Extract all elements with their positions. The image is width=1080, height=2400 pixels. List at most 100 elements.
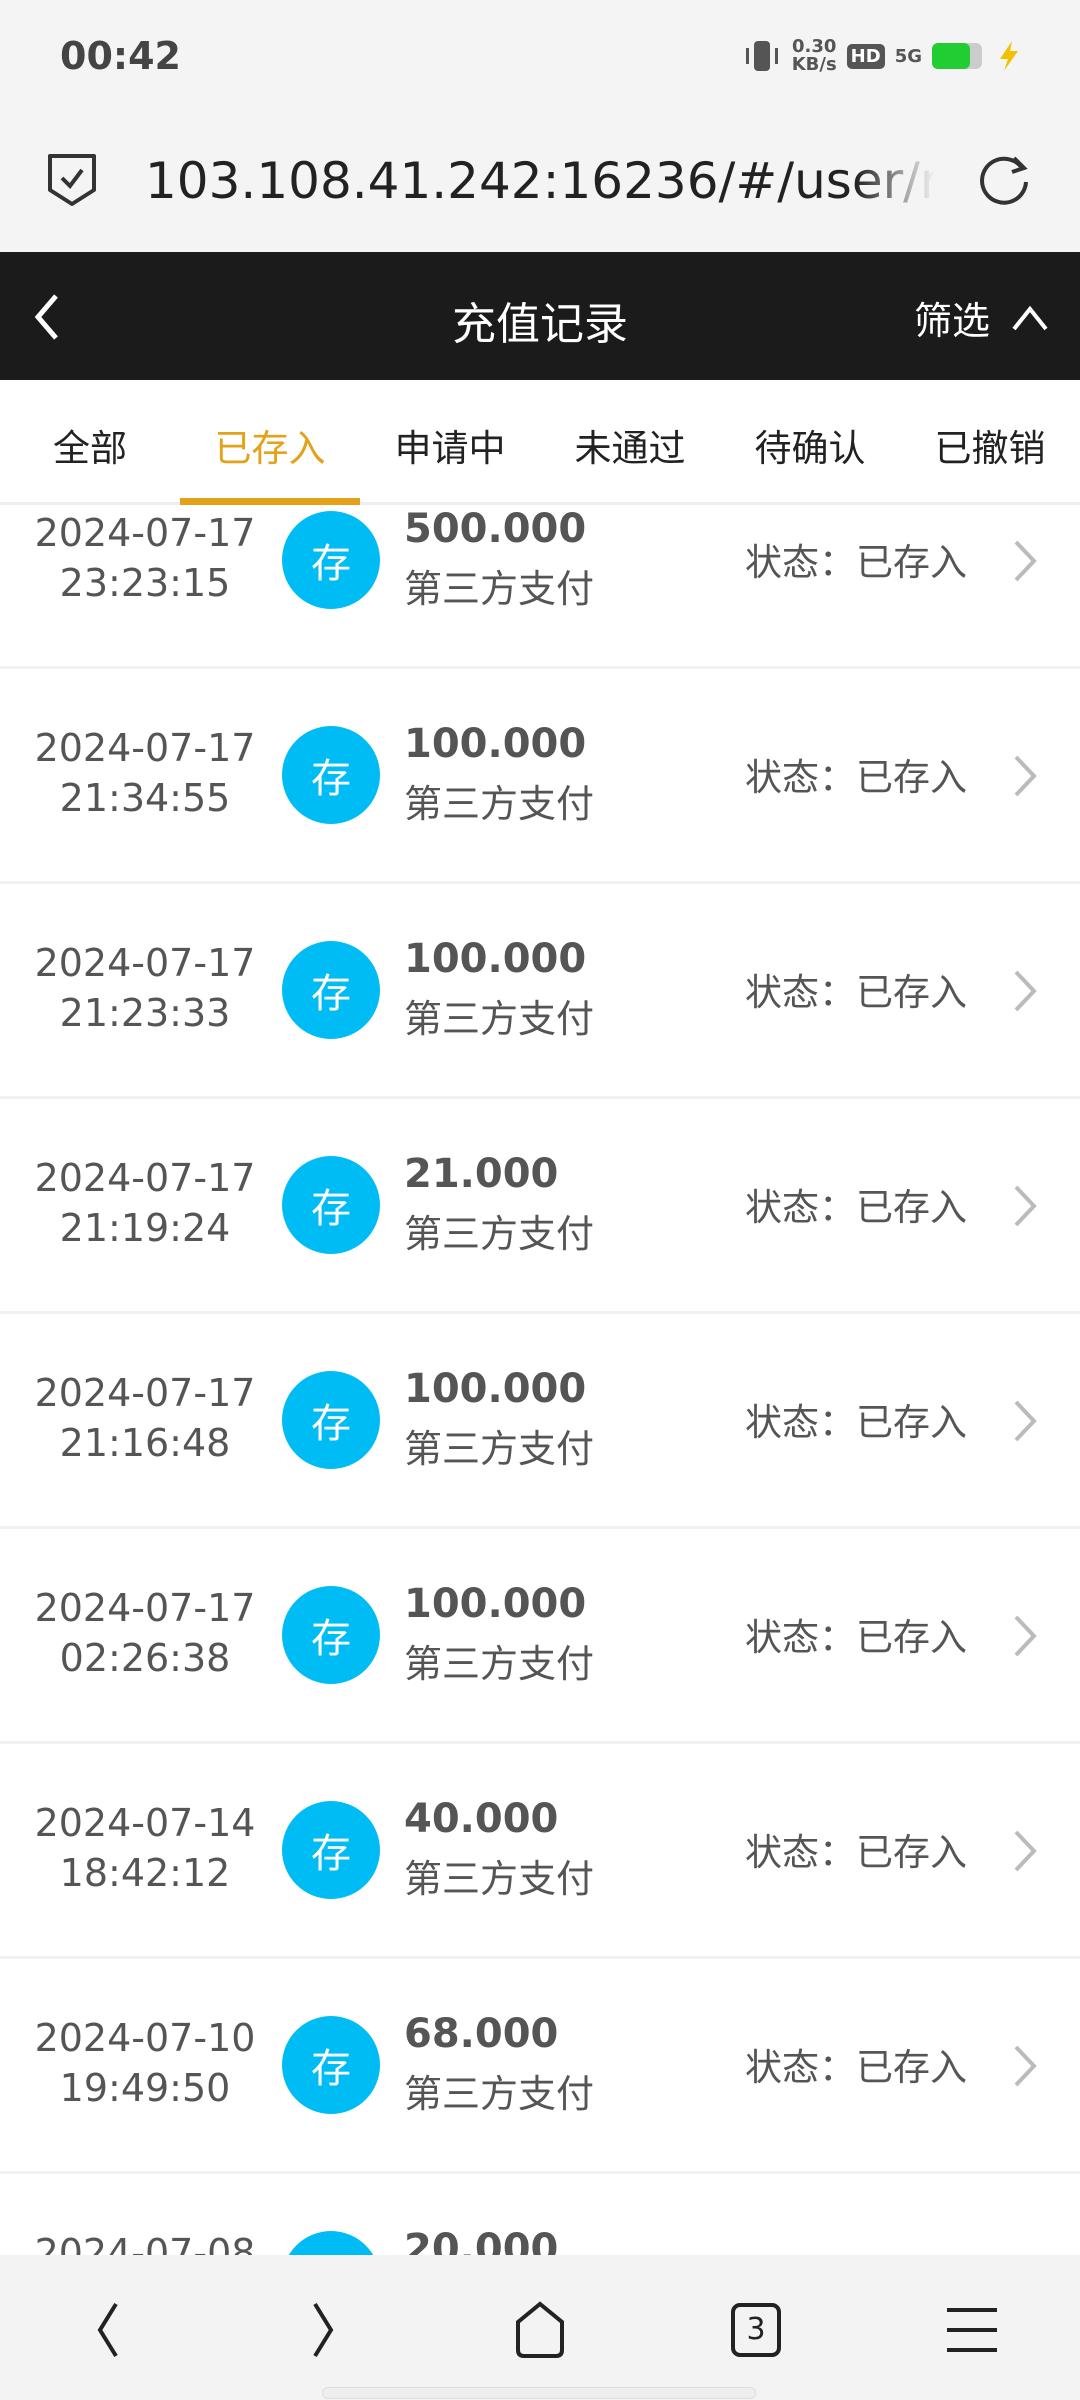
chevron-right-icon xyxy=(1014,1615,1037,1657)
app-header: 充值记录 筛选 xyxy=(0,252,1080,380)
home-icon xyxy=(516,2301,564,2358)
nav-back-button[interactable] xyxy=(68,2295,148,2365)
record-status: 状态：已存入 xyxy=(745,2046,967,2089)
record-date: 2024-07-17 xyxy=(34,1586,256,1630)
record-date: 2024-07-17 xyxy=(34,511,256,555)
record-date: 2024-07-08 xyxy=(34,2231,256,2255)
nav-forward-button[interactable] xyxy=(283,2295,363,2365)
tab-2[interactable]: 申请中 xyxy=(394,427,506,470)
record-row[interactable]: 2024-07-17 21:23:33 存 100.000 第三方支付 状态：已存… xyxy=(0,884,1080,1099)
nav-tabs-button[interactable]: 3 xyxy=(716,2295,796,2365)
deposit-badge: 存 xyxy=(282,726,380,824)
record-date: 2024-07-10 xyxy=(34,2016,256,2060)
filter-label: 筛选 xyxy=(913,299,990,343)
filter-button[interactable]: 筛选 xyxy=(914,290,1050,345)
record-amount: 100.000 xyxy=(404,1581,587,1627)
hd-icon: HD xyxy=(846,43,885,69)
record-time: 23:23:15 xyxy=(59,561,231,605)
page-title: 充值记录 xyxy=(452,299,628,350)
tab-4[interactable]: 待确认 xyxy=(754,427,866,470)
tab-5[interactable]: 已撤销 xyxy=(934,427,1046,470)
back-icon[interactable] xyxy=(30,292,64,342)
deposit-badge: 存 xyxy=(282,511,380,609)
record-amount: 21.000 xyxy=(404,1151,559,1197)
record-amount: 40.000 xyxy=(404,1796,559,1842)
record-amount: 100.000 xyxy=(404,721,587,767)
address-bar[interactable]: 103.108.41.242:16236/#/user/recha xyxy=(0,112,1080,252)
status-icons: 0.30 KB/s HD 5G xyxy=(742,38,1020,74)
deposit-badge: 存 xyxy=(282,2016,380,2114)
record-method: 第三方支付 xyxy=(404,1642,595,1686)
record-datetime: 2024-07-17 21:16:48 xyxy=(20,1368,270,1468)
record-status: 状态：已存入 xyxy=(745,1186,967,1229)
clock: 00:42 xyxy=(60,34,181,78)
record-amount: 20.000 xyxy=(404,2226,559,2255)
deposit-badge: 存 xyxy=(282,1371,380,1469)
record-method: 第三方支付 xyxy=(404,782,595,826)
record-date: 2024-07-17 xyxy=(34,1371,256,1415)
record-method: 第三方支付 xyxy=(404,1212,595,1256)
menu-icon xyxy=(947,2308,997,2352)
tab-1[interactable]: 已存入 xyxy=(180,380,360,505)
record-method: 第三方支付 xyxy=(404,1427,595,1471)
record-date: 2024-07-17 xyxy=(34,1156,256,1200)
chevron-right-icon xyxy=(1014,970,1037,1012)
url-text[interactable]: 103.108.41.242:16236/#/user/recha xyxy=(145,152,935,210)
record-status: 状态：已存入 xyxy=(745,971,967,1014)
record-row[interactable]: 2024-07-17 23:23:15 存 500.000 第三方支付 状态：已存… xyxy=(0,508,1080,669)
tabs-count-icon: 3 xyxy=(731,2303,781,2357)
chevron-up-icon xyxy=(1012,305,1048,330)
record-time: 21:19:24 xyxy=(59,1206,231,1250)
record-row[interactable]: 2024-07-10 19:49:50 存 68.000 第三方支付 状态：已存入 xyxy=(0,1959,1080,2174)
record-list[interactable]: 2024-07-17 23:23:15 存 500.000 第三方支付 状态：已存… xyxy=(0,508,1080,2255)
reload-icon[interactable] xyxy=(976,152,1032,208)
record-row[interactable]: 2024-07-17 21:16:48 存 100.000 第三方支付 状态：已存… xyxy=(0,1314,1080,1529)
record-date: 2024-07-17 xyxy=(34,726,256,770)
tab-0[interactable]: 全部 xyxy=(53,427,127,470)
record-row[interactable]: 2024-07-08 存 20.000 第三方支付 状态：已存入 xyxy=(0,2174,1080,2255)
deposit-badge: 存 xyxy=(282,2231,380,2255)
record-status: 状态：已存入 xyxy=(745,541,967,584)
record-amount: 68.000 xyxy=(404,2011,559,2057)
record-row[interactable]: 2024-07-17 21:34:55 存 100.000 第三方支付 状态：已存… xyxy=(0,669,1080,884)
record-datetime: 2024-07-17 21:19:24 xyxy=(20,1153,270,1253)
record-status: 状态：已存入 xyxy=(745,756,967,799)
record-row[interactable]: 2024-07-17 02:26:38 存 100.000 第三方支付 状态：已存… xyxy=(0,1529,1080,1744)
chevron-right-icon xyxy=(1014,1185,1037,1227)
record-time: 19:49:50 xyxy=(59,2066,231,2110)
record-time: 18:42:12 xyxy=(59,1851,231,1895)
record-time: 21:16:48 xyxy=(59,1421,231,1465)
shield-check-icon[interactable] xyxy=(46,152,98,208)
record-row[interactable]: 2024-07-17 21:19:24 存 21.000 第三方支付 状态：已存入 xyxy=(0,1099,1080,1314)
record-date: 2024-07-14 xyxy=(34,1801,256,1845)
record-datetime: 2024-07-14 18:42:12 xyxy=(20,1798,270,1898)
chevron-right-icon xyxy=(1014,755,1037,797)
deposit-badge: 存 xyxy=(282,1801,380,1899)
chevron-right-icon xyxy=(1014,1400,1037,1442)
record-datetime: 2024-07-17 02:26:38 xyxy=(20,1583,270,1683)
record-datetime: 2024-07-17 23:23:15 xyxy=(20,508,270,608)
record-method: 第三方支付 xyxy=(404,1857,595,1901)
nav-menu-button[interactable] xyxy=(932,2295,1012,2365)
status-tabs: 全部 已存入 申请中 未通过 待确认 已撤销 xyxy=(0,380,1080,505)
record-datetime: 2024-07-08 xyxy=(20,2228,270,2255)
record-amount: 100.000 xyxy=(404,1366,587,1412)
record-row[interactable]: 2024-07-14 18:42:12 存 40.000 第三方支付 状态：已存入 xyxy=(0,1744,1080,1959)
chevron-right-icon xyxy=(313,2302,334,2358)
browser-nav-bar: 3 xyxy=(0,2255,1080,2400)
record-time: 21:23:33 xyxy=(59,991,231,1035)
tab-3[interactable]: 未通过 xyxy=(574,427,686,470)
net-speed: 0.30 KB/s xyxy=(791,36,837,75)
record-method: 第三方支付 xyxy=(404,2072,595,2116)
deposit-badge: 存 xyxy=(282,1586,380,1684)
nav-home-button[interactable] xyxy=(500,2295,580,2365)
record-amount: 100.000 xyxy=(404,936,587,982)
chevron-left-icon xyxy=(97,2302,118,2358)
record-datetime: 2024-07-17 21:23:33 xyxy=(20,938,270,1038)
chevron-right-icon xyxy=(1014,2045,1037,2087)
chevron-right-icon xyxy=(1014,540,1037,582)
record-time: 02:26:38 xyxy=(59,1636,231,1680)
vibrate-icon xyxy=(745,41,778,71)
record-amount: 500.000 xyxy=(404,508,587,552)
signal-icon: 5G xyxy=(894,45,922,67)
